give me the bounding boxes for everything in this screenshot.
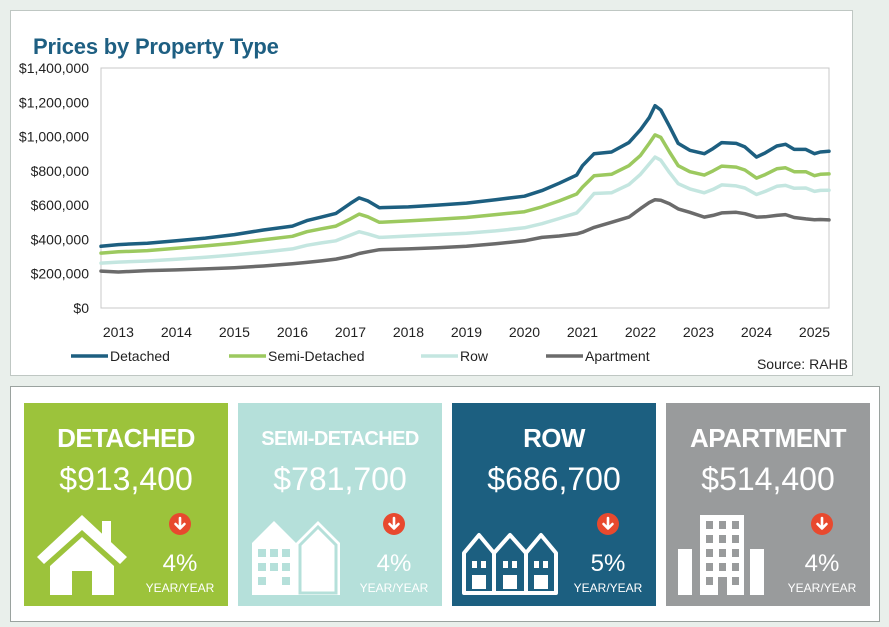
legend-label: Semi-Detached	[268, 348, 365, 364]
x-tick-label: 2013	[103, 324, 134, 340]
semi-detached-building-icon	[252, 521, 340, 595]
legend-label: Apartment	[585, 348, 650, 364]
down-arrow-icon	[811, 513, 833, 535]
card-period: YEAR/YEAR	[787, 581, 857, 595]
y-tick-label: $0	[73, 300, 89, 316]
price-line-chart: $0 $200,000 $400,000 $600,000 $800,000 $1,000…	[19, 60, 848, 372]
x-tick-label: 2016	[277, 324, 308, 340]
source-label: Source: RAHB	[757, 356, 848, 372]
card-price: $686,700	[487, 461, 621, 497]
card-apartment: APARTMENT $514,400 4% YEAR/YEAR	[666, 403, 870, 606]
card-change: 4%	[804, 550, 840, 577]
card-detached: DETACHED $913,400 4% YEAR/YEAR	[24, 403, 228, 606]
y-tick-label: $1,400,000	[19, 60, 89, 76]
legend-label: Row	[460, 348, 489, 364]
x-tick-label: 2014	[161, 324, 192, 340]
card-title: ROW	[523, 423, 585, 453]
down-arrow-icon	[597, 513, 619, 535]
y-tick-label: $200,000	[31, 266, 90, 282]
series-line-detached	[99, 103, 831, 249]
series-line-row	[99, 155, 831, 265]
card-price: $781,700	[273, 461, 407, 497]
card-title: SEMI-DETACHED	[261, 428, 419, 450]
y-tick-label: $400,000	[31, 231, 90, 247]
card-period: YEAR/YEAR	[145, 581, 215, 595]
y-tick-label: $1,000,000	[19, 129, 89, 145]
x-tick-label: 2022	[625, 324, 656, 340]
house-icon	[37, 515, 127, 595]
chart-panel: Prices by Property Type $0 $200,000 $400,0…	[10, 10, 853, 376]
x-tick-label: 2018	[393, 324, 424, 340]
card-semi-detached: SEMI-DETACHED $781,700 4% YEAR/YEAR	[238, 403, 442, 606]
card-price: $913,400	[59, 461, 193, 497]
x-tick-label: 2025	[799, 324, 830, 340]
y-tick-label: $1,200,000	[19, 94, 89, 110]
card-period: YEAR/YEAR	[573, 581, 643, 595]
down-arrow-icon	[383, 513, 405, 535]
plot-area	[100, 67, 830, 309]
legend-label: Detached	[110, 348, 170, 364]
card-price: $514,400	[701, 461, 835, 497]
card-change: 4%	[162, 550, 198, 577]
x-tick-label: 2024	[741, 324, 772, 340]
x-tick-label: 2019	[451, 324, 482, 340]
x-tick-label: 2021	[567, 324, 598, 340]
y-tick-label: $600,000	[31, 197, 90, 213]
x-tick-label: 2015	[219, 324, 250, 340]
x-tick-label: 2017	[335, 324, 366, 340]
card-row: ROW $686,700 5% YEAR/YEAR	[452, 403, 656, 606]
card-title: APARTMENT	[690, 423, 846, 453]
card-period: YEAR/YEAR	[359, 581, 429, 595]
apartment-building-icon	[678, 515, 764, 595]
down-arrow-icon	[169, 513, 191, 535]
chart-title: Prices by Property Type	[33, 34, 279, 59]
card-change: 4%	[376, 550, 412, 577]
card-title: DETACHED	[57, 423, 195, 453]
series-line-apartment	[99, 197, 831, 274]
y-tick-label: $800,000	[31, 163, 90, 179]
card-change: 5%	[590, 550, 626, 577]
x-tick-label: 2020	[509, 324, 540, 340]
row-houses-icon	[462, 533, 558, 595]
x-tick-label: 2023	[683, 324, 714, 340]
series-line-semi-detached	[99, 133, 831, 255]
summary-cards-panel: DETACHED $913,400 4% YEAR/YEAR SEMI-DETA…	[10, 386, 880, 622]
